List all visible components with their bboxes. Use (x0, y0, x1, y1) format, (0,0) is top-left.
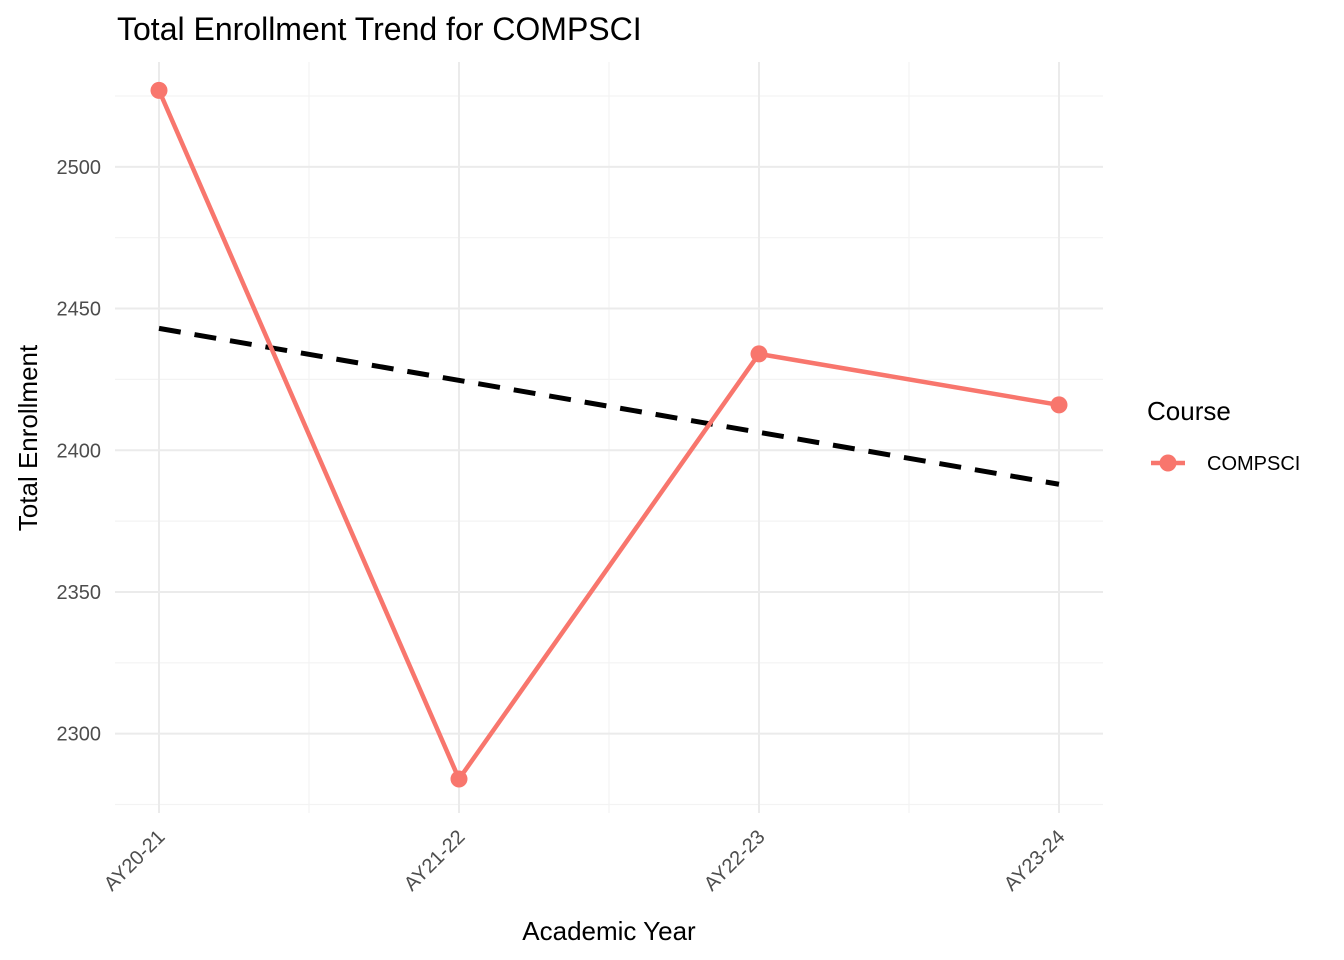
legend-title: Course (1147, 396, 1231, 426)
x-tick-label: AY23-24 (1000, 826, 1070, 896)
y-axis-ticks: 2300 2350 2400 2450 2500 (57, 157, 102, 746)
y-axis-title: Total Enrollment (13, 344, 43, 531)
x-tick-label: AY21-22 (400, 826, 470, 896)
x-axis-ticks: AY20-21 AY21-22 AY22-23 AY23-24 (100, 826, 1070, 896)
x-tick-label: AY20-21 (100, 826, 170, 896)
data-point (150, 81, 168, 99)
trend-line (158, 325, 1060, 487)
chart-title: Total Enrollment Trend for COMPSCI (117, 11, 642, 47)
y-tick-label: 2300 (57, 724, 102, 746)
series-line-compsci (156, 89, 1060, 782)
y-tick-label: 2400 (57, 440, 102, 462)
grid (115, 62, 1103, 813)
data-point (1050, 396, 1068, 414)
data-point (750, 345, 768, 363)
trend-layer (158, 325, 1060, 487)
y-tick-label: 2350 (57, 582, 102, 604)
data-point (450, 770, 468, 788)
x-tick-label: AY22-23 (700, 826, 770, 896)
y-tick-label: 2500 (57, 157, 102, 179)
series-layer (150, 81, 1068, 788)
x-axis-title: Academic Year (522, 916, 696, 946)
legend-key-point (1159, 454, 1177, 472)
y-tick-label: 2450 (57, 299, 102, 321)
legend: Course COMPSCI (1147, 396, 1300, 475)
legend-items: COMPSCI (1151, 453, 1300, 475)
legend-label: COMPSCI (1207, 453, 1300, 475)
